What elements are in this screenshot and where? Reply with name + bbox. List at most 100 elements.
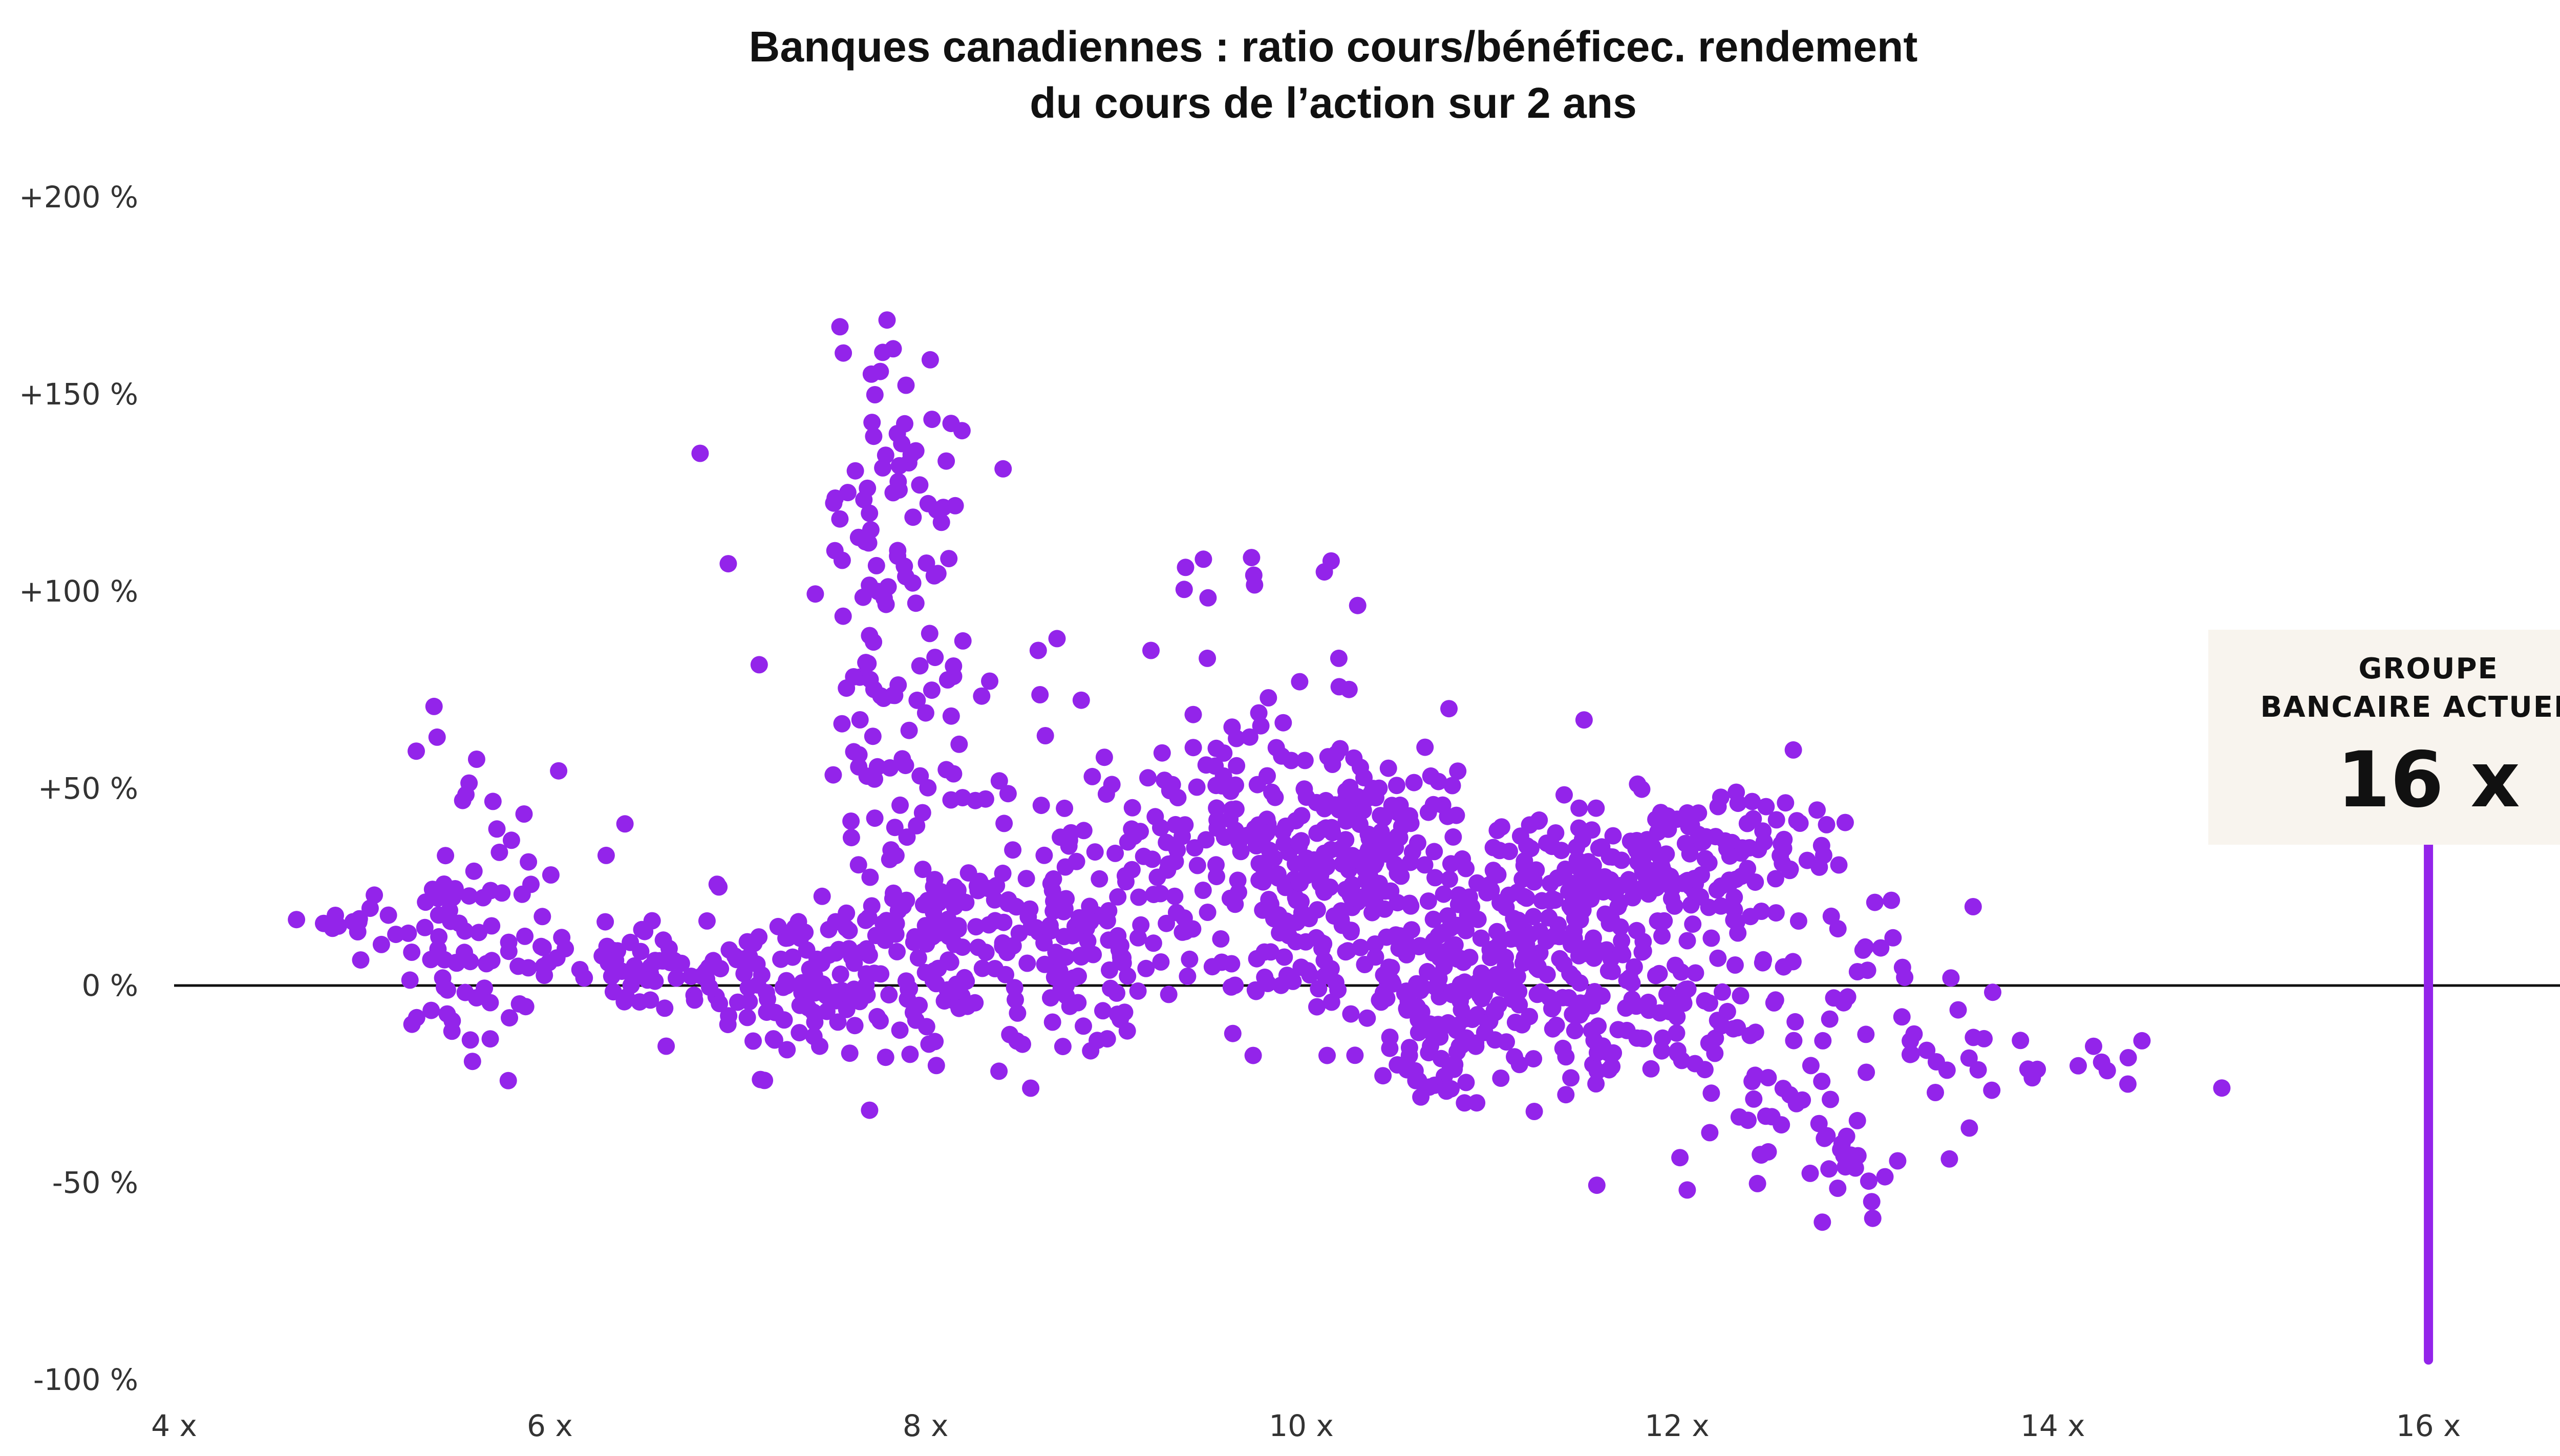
scatter-point [422, 951, 440, 969]
scatter-point [867, 927, 885, 945]
scatter-point [1197, 756, 1215, 774]
scatter-point [1381, 1029, 1399, 1046]
scatter-point [1086, 843, 1104, 861]
scatter-point [1484, 940, 1502, 958]
scatter-point [1488, 923, 1506, 940]
scatter-point [1724, 1020, 1742, 1038]
scatter-point [877, 446, 894, 464]
scatter-point [891, 1021, 909, 1039]
scatter-point [519, 959, 537, 977]
scatter-point [1057, 948, 1075, 966]
scatter-point [1091, 870, 1108, 888]
scatter-point [945, 657, 963, 675]
scatter-point [1789, 912, 1807, 930]
scatter-point [845, 980, 863, 998]
scatter-point [831, 510, 849, 528]
scatter-point [1343, 847, 1361, 865]
scatter-point [1801, 1164, 1819, 1182]
scatter-point [890, 457, 908, 475]
scatter-point [914, 896, 932, 914]
scatter-point [1813, 1073, 1831, 1090]
scatter-point [1188, 778, 1206, 796]
scatter-point [598, 937, 616, 955]
scatter-point [897, 972, 915, 990]
scatter-point [916, 704, 934, 722]
scatter-point [1787, 1095, 1805, 1112]
scatter-point [1438, 1082, 1455, 1100]
scatter-point [861, 868, 879, 886]
scatter-point [534, 938, 552, 956]
scatter-point [1232, 843, 1250, 861]
scatter-point [1366, 786, 1384, 804]
scatter-point [860, 534, 878, 552]
scatter-point [1478, 972, 1496, 990]
scatter-point [1022, 1079, 1040, 1097]
scatter-point [622, 933, 639, 951]
scatter-point [1410, 1011, 1427, 1029]
scatter-point [967, 918, 985, 936]
scatter-point [1194, 882, 1212, 899]
scatter-point [1318, 1046, 1336, 1064]
scatter-point [1100, 902, 1118, 919]
scatter-point [1884, 929, 1902, 947]
scatter-point [1449, 895, 1467, 913]
scatter-point [765, 1031, 783, 1049]
scatter-point [502, 831, 520, 849]
scatter-point [1604, 827, 1622, 845]
scatter-point [542, 866, 560, 884]
scatter-point [2119, 1075, 2137, 1093]
scatter-point [1416, 738, 1434, 756]
scatter-point [850, 758, 868, 776]
scatter-point [1156, 772, 1174, 789]
scatter-point [1212, 930, 1230, 948]
scatter-point [1311, 874, 1329, 892]
scatter-point [1678, 1181, 1696, 1199]
scatter-point [1106, 844, 1124, 862]
scatter-point [1405, 774, 1423, 791]
scatter-point [1663, 880, 1681, 897]
scatter-point [1609, 898, 1627, 916]
scatter-point [1137, 959, 1155, 977]
scatter-point [1367, 882, 1384, 900]
scatter-point [1419, 892, 1437, 910]
scatter-point [1292, 958, 1310, 976]
scatter-point [1772, 847, 1789, 865]
scatter-point [1199, 589, 1217, 607]
scatter-point [403, 1015, 421, 1033]
scatter-point [1678, 932, 1696, 950]
scatter-point [1667, 956, 1684, 974]
scatter-point [884, 890, 902, 908]
scatter-point [517, 998, 535, 1016]
scatter-point [1709, 949, 1727, 967]
scatter-point [1854, 941, 1872, 959]
scatter-point [897, 568, 914, 586]
scatter-point [483, 917, 501, 935]
scatter-point [1021, 900, 1039, 918]
scatter-point [1175, 581, 1193, 598]
scatter-point [470, 924, 488, 941]
scatter-point [1702, 929, 1720, 947]
scatter-point [902, 446, 920, 464]
scatter-point [1540, 909, 1558, 927]
scatter-point [1098, 1030, 1116, 1048]
scatter-point [1412, 1088, 1430, 1106]
scatter-point [1927, 1053, 1945, 1070]
scatter-point [1784, 741, 1802, 759]
scatter-point [442, 912, 460, 930]
scatter-point [774, 978, 792, 996]
scatter-point [1117, 873, 1135, 891]
scatter-point [954, 632, 972, 650]
scatter-point [867, 556, 885, 574]
scatter-point [735, 965, 753, 982]
scatter-point [550, 762, 568, 780]
scatter-point [1896, 969, 1914, 987]
scatter-point [1781, 860, 1799, 878]
scatter-point [1712, 897, 1730, 915]
scatter-point [1830, 856, 1848, 874]
scatter-point [1673, 1052, 1691, 1069]
scatter-point [1893, 1008, 1911, 1026]
scatter-point [1056, 799, 1074, 817]
scatter-point [1054, 1038, 1072, 1056]
scatter-point [1583, 1021, 1601, 1039]
scatter-point [2133, 1032, 2151, 1050]
